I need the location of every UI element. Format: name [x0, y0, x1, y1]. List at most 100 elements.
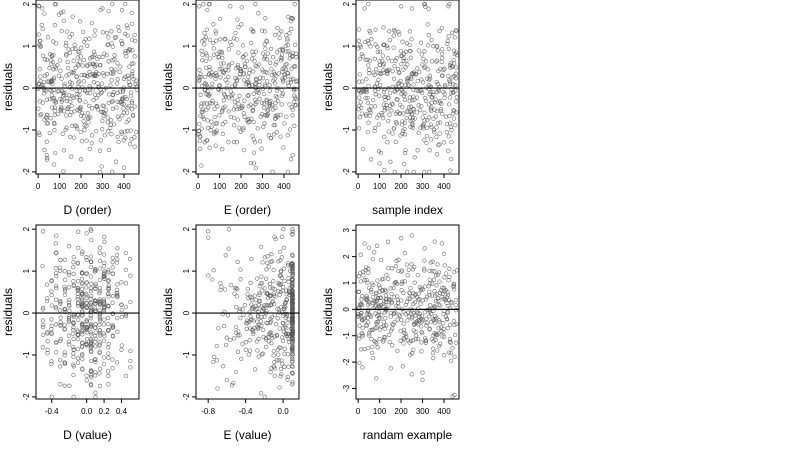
y-tick-label: 2	[22, 226, 31, 231]
data-point	[431, 116, 436, 121]
data-point	[127, 142, 133, 147]
data-point	[102, 333, 107, 338]
data-point	[254, 276, 260, 281]
data-point	[232, 291, 237, 296]
data-point	[439, 241, 445, 246]
data-point	[273, 100, 278, 106]
data-point	[198, 92, 203, 97]
y-tick-label: 0	[182, 85, 191, 90]
data-point	[59, 28, 64, 34]
data-point	[378, 71, 383, 77]
plot-frame	[195, 0, 300, 175]
data-point	[109, 78, 114, 83]
data-point	[114, 360, 120, 365]
data-point	[262, 314, 267, 320]
data-point	[405, 78, 410, 84]
data-point	[387, 29, 392, 34]
data-point	[285, 43, 291, 48]
data-point	[431, 304, 437, 309]
data-point	[207, 101, 212, 106]
data-point	[434, 89, 440, 95]
data-point	[115, 315, 120, 321]
data-point	[56, 73, 62, 78]
data-point	[99, 81, 105, 86]
data-point	[290, 352, 295, 357]
data-point	[119, 131, 124, 136]
data-point	[375, 115, 380, 120]
data-point	[217, 113, 222, 118]
data-point	[390, 343, 395, 348]
data-point	[71, 260, 76, 265]
data-point	[247, 348, 253, 353]
data-point	[439, 329, 444, 334]
data-point	[282, 351, 287, 356]
data-point	[422, 2, 428, 7]
data-point	[387, 332, 392, 337]
data-point	[432, 269, 437, 274]
data-point	[267, 88, 272, 93]
data-point	[209, 101, 214, 106]
data-point	[79, 353, 85, 358]
data-point	[45, 35, 51, 40]
data-point	[233, 104, 238, 109]
data-point	[413, 292, 418, 298]
data-point	[420, 318, 426, 323]
data-point	[53, 150, 58, 156]
data-point	[366, 2, 371, 7]
data-point	[82, 72, 87, 78]
data-point	[75, 294, 80, 300]
data-point	[263, 16, 268, 21]
data-point	[70, 14, 75, 19]
data-point	[360, 318, 365, 323]
data-point	[377, 62, 382, 68]
data-point	[76, 317, 81, 322]
x-tick-label: 100	[373, 407, 387, 416]
data-point	[54, 270, 59, 276]
data-point	[376, 113, 381, 118]
data-point	[217, 83, 222, 88]
data-point	[125, 73, 130, 78]
data-point	[101, 103, 107, 109]
data-point	[285, 36, 290, 41]
data-point	[257, 62, 262, 67]
data-point	[394, 97, 399, 102]
data-point	[278, 273, 283, 278]
data-point	[51, 96, 57, 101]
data-point	[50, 105, 55, 110]
data-point	[42, 57, 48, 62]
data-point	[448, 350, 453, 356]
data-point	[411, 82, 416, 87]
data-point	[366, 331, 372, 336]
data-point	[407, 48, 412, 54]
data-point	[110, 294, 116, 299]
data-point	[358, 279, 364, 284]
data-point	[97, 327, 103, 333]
data-point	[253, 101, 258, 107]
data-point	[422, 65, 427, 71]
data-point	[262, 394, 267, 400]
data-point	[432, 239, 437, 244]
data-point	[59, 99, 64, 104]
data-point	[261, 101, 267, 106]
data-point	[73, 46, 78, 51]
data-point	[429, 37, 434, 42]
data-point	[77, 59, 82, 64]
data-point	[421, 80, 426, 85]
data-point	[97, 297, 102, 302]
data-point	[382, 108, 387, 113]
data-point	[42, 147, 47, 153]
data-point	[267, 303, 272, 309]
data-point	[93, 286, 98, 291]
data-point	[399, 298, 404, 303]
data-point	[434, 79, 439, 85]
data-point	[66, 93, 72, 98]
data-point	[411, 328, 416, 333]
data-point	[211, 22, 216, 27]
data-point	[405, 273, 410, 278]
data-point	[84, 231, 89, 236]
data-point	[448, 358, 454, 363]
data-point	[79, 286, 85, 292]
data-point	[206, 72, 211, 77]
